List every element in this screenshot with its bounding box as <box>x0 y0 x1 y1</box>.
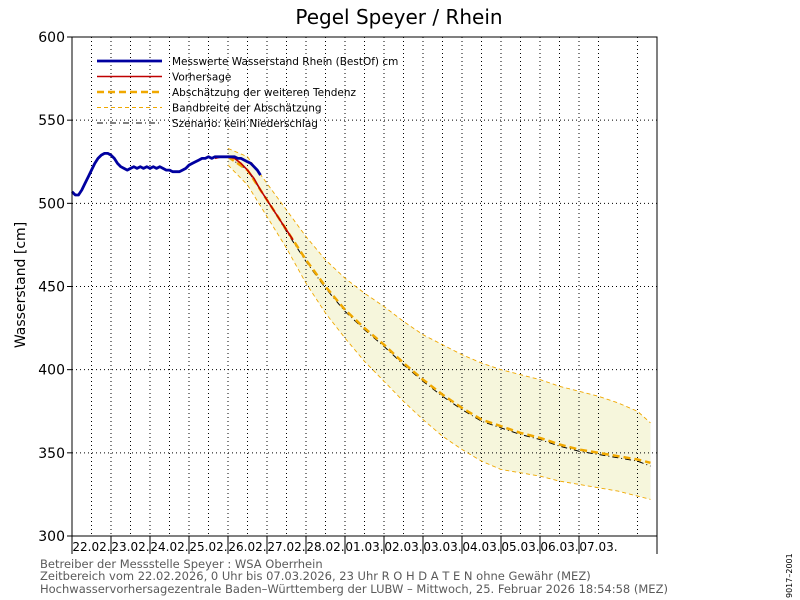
estimate-line <box>227 155 651 465</box>
side-label: 9017–2001 <box>785 553 794 598</box>
band-lower-line <box>227 164 651 500</box>
y-tick-label: 550 <box>38 113 65 129</box>
y-tick-label: 300 <box>38 529 65 545</box>
measurement-line <box>71 151 262 197</box>
x-tick-label: 22.02. <box>72 540 110 554</box>
y-axis-ticks: 300 350 400 450 500 550 600 <box>38 30 72 545</box>
scenario-line <box>227 156 651 467</box>
y-axis-label: Wasserstand [cm] <box>13 222 29 348</box>
chart-title: Pegel Speyer / Rhein <box>295 5 502 29</box>
legend-label: Szenario: kein Niederschlag <box>172 118 318 130</box>
footer-time-range: Zeitbereich vom 22.02.2026, 0 Uhr bis 07… <box>40 569 591 583</box>
legend-label: Bandbreite der Abschätzung <box>172 103 322 115</box>
x-tick-label: 06.03. <box>540 540 578 554</box>
x-tick-label: 04.03. <box>462 540 500 554</box>
x-tick-label: 25.02. <box>189 540 227 554</box>
x-tick-label: 23.02. <box>111 540 149 554</box>
band-fill <box>228 148 651 500</box>
band-upper-line <box>227 147 651 424</box>
x-tick-label: 02.03. <box>384 540 422 554</box>
y-tick-label: 450 <box>38 280 65 296</box>
x-tick-label: 07.03. <box>579 540 617 554</box>
y-tick-label: 600 <box>38 30 65 46</box>
legend: Messwerte Wasserstand Rhein (BestOf) cm V… <box>97 56 398 130</box>
footer-operator: Betreiber der Messstelle Speyer : WSA Ob… <box>40 557 323 571</box>
x-tick-label: 05.03. <box>501 540 539 554</box>
x-tick-label: 03.03. <box>423 540 461 554</box>
x-tick-label: 26.02. <box>228 540 266 554</box>
legend-label: Messwerte Wasserstand Rhein (BestOf) cm <box>172 56 398 68</box>
x-tick-label: 24.02. <box>150 540 188 554</box>
x-tick-label: 01.03. <box>345 540 383 554</box>
y-tick-label: 350 <box>38 446 65 462</box>
x-tick-label: 28.02. <box>306 540 344 554</box>
y-tick-label: 500 <box>38 196 65 212</box>
y-tick-label: 400 <box>38 363 65 379</box>
x-axis-ticks: 22.02. 23.02. 24.02. 25.02. 26.02. 27.02. 28.0… <box>71 536 658 554</box>
estimate-band <box>228 148 651 500</box>
footer-publisher: Hochwasservorhersagezentrale Baden–Württ… <box>40 582 668 596</box>
series-lines <box>71 147 651 500</box>
grid <box>72 37 657 536</box>
legend-label: Abschätzung der weiteren Tendenz <box>172 87 357 99</box>
legend-label: Vorhersage <box>172 72 231 84</box>
x-tick-label: 27.02. <box>267 540 305 554</box>
